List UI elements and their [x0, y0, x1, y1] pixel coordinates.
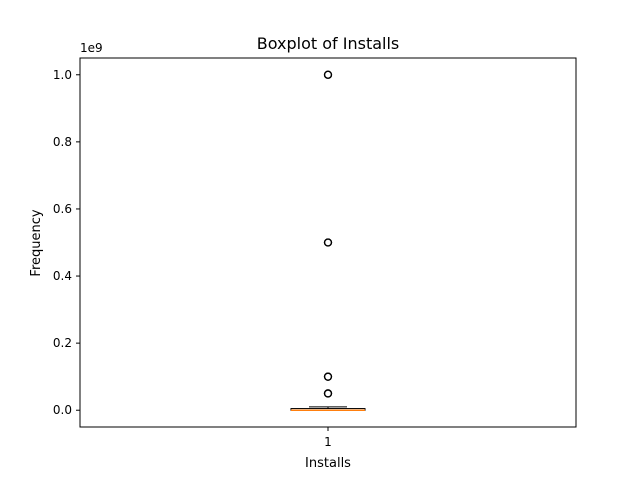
- outlier-point: [323, 372, 333, 381]
- outlier-point: [323, 238, 333, 247]
- plot-frame: [79, 57, 577, 428]
- y-tick-label: 0.2: [53, 336, 72, 350]
- x-axis-label: Installs: [305, 456, 351, 471]
- y-axis-label: Frequency: [29, 209, 44, 276]
- y-tick-label: 0.6: [53, 202, 72, 216]
- y-tick-label: 0.0: [53, 403, 72, 417]
- plot-area: 0.0 0.2 0.4 0.6 0.8 1.0 1: [53, 57, 577, 449]
- chart-title: Boxplot of Installs: [257, 34, 400, 53]
- y-tick-label: 0.4: [53, 269, 72, 283]
- y-tick-label: 0.8: [53, 135, 72, 149]
- y-tick-label: 1.0: [53, 68, 72, 82]
- outlier-point: [323, 70, 333, 79]
- outlier-point: [323, 389, 333, 398]
- x-tick-label: 1: [324, 435, 332, 449]
- y-offset-text: 1e9: [80, 41, 103, 55]
